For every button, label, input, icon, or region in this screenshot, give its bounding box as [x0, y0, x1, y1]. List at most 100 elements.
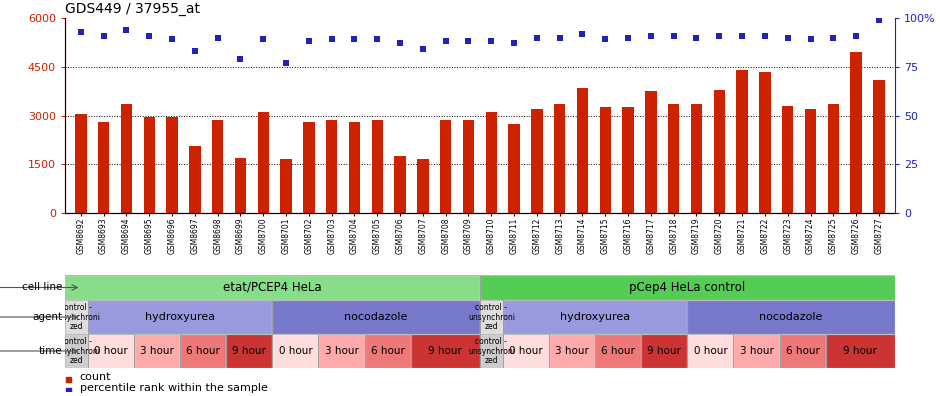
- Point: [849, 32, 864, 39]
- Point: [73, 29, 88, 35]
- Bar: [827, 104, 839, 213]
- Bar: [258, 112, 269, 213]
- Bar: [98, 122, 109, 213]
- Bar: [371, 120, 383, 213]
- Point: [507, 40, 522, 46]
- Bar: [641, 334, 687, 368]
- Bar: [480, 300, 503, 334]
- Bar: [303, 122, 315, 213]
- Bar: [65, 300, 88, 334]
- Bar: [189, 147, 200, 213]
- Point: [118, 27, 133, 33]
- Bar: [687, 300, 895, 334]
- Bar: [66, 377, 70, 382]
- Text: 3 hour: 3 hour: [556, 346, 589, 356]
- Bar: [600, 107, 611, 213]
- Text: control -
unsynchroni
zed: control - unsynchroni zed: [468, 303, 515, 331]
- Point: [187, 48, 202, 54]
- Text: 9 hour: 9 hour: [648, 346, 682, 356]
- Bar: [779, 334, 825, 368]
- Text: 0 hour: 0 hour: [278, 346, 312, 356]
- Point: [324, 36, 339, 43]
- Bar: [595, 334, 641, 368]
- Bar: [733, 334, 779, 368]
- Point: [461, 38, 476, 45]
- Text: 6 hour: 6 hour: [602, 346, 635, 356]
- Bar: [687, 300, 895, 334]
- Bar: [417, 159, 429, 213]
- Text: 0 hour: 0 hour: [94, 346, 128, 356]
- Bar: [825, 334, 895, 368]
- Bar: [180, 334, 227, 368]
- Point: [438, 38, 453, 45]
- Point: [871, 17, 886, 23]
- Bar: [75, 114, 86, 213]
- Text: nocodazole: nocodazole: [344, 312, 408, 322]
- Point: [758, 32, 773, 39]
- Bar: [134, 334, 180, 368]
- Text: hydroxyurea: hydroxyurea: [145, 312, 215, 322]
- Bar: [873, 80, 885, 213]
- Point: [369, 36, 384, 43]
- Point: [575, 30, 590, 37]
- Bar: [733, 334, 779, 368]
- Point: [164, 36, 180, 43]
- Point: [211, 34, 226, 41]
- Bar: [645, 91, 657, 213]
- Bar: [144, 117, 155, 213]
- Point: [803, 36, 818, 43]
- Bar: [760, 72, 771, 213]
- Bar: [273, 300, 480, 334]
- Point: [142, 32, 157, 39]
- Text: 3 hour: 3 hour: [740, 346, 774, 356]
- Bar: [227, 334, 273, 368]
- Point: [826, 34, 841, 41]
- Bar: [65, 275, 480, 300]
- Text: 9 hour: 9 hour: [232, 346, 266, 356]
- Bar: [319, 334, 365, 368]
- Bar: [273, 300, 480, 334]
- Bar: [825, 334, 895, 368]
- Bar: [88, 300, 273, 334]
- Point: [598, 36, 613, 43]
- Point: [666, 32, 681, 39]
- Bar: [180, 334, 227, 368]
- Bar: [549, 334, 595, 368]
- Bar: [480, 300, 503, 334]
- Point: [393, 40, 408, 46]
- Bar: [120, 104, 133, 213]
- Bar: [851, 52, 862, 213]
- Bar: [503, 300, 687, 334]
- Bar: [622, 107, 634, 213]
- Point: [415, 46, 431, 52]
- Text: etat/PCEP4 HeLa: etat/PCEP4 HeLa: [223, 281, 321, 294]
- Bar: [134, 334, 180, 368]
- Bar: [280, 159, 291, 213]
- Bar: [411, 334, 480, 368]
- Bar: [349, 122, 360, 213]
- Text: 6 hour: 6 hour: [370, 346, 404, 356]
- Text: 0 hour: 0 hour: [509, 346, 543, 356]
- Text: hydroxyurea: hydroxyurea: [560, 312, 630, 322]
- Text: agent: agent: [32, 312, 62, 322]
- Bar: [88, 300, 273, 334]
- Point: [734, 32, 749, 39]
- Text: control -
unsynchroni
zed: control - unsynchroni zed: [468, 337, 515, 365]
- Bar: [805, 109, 816, 213]
- Bar: [480, 334, 503, 368]
- Bar: [88, 334, 134, 368]
- Bar: [486, 112, 497, 213]
- Point: [552, 34, 567, 41]
- Text: 6 hour: 6 hour: [786, 346, 820, 356]
- Bar: [235, 158, 246, 213]
- Text: 9 hour: 9 hour: [843, 346, 877, 356]
- Bar: [687, 334, 733, 368]
- Point: [347, 36, 362, 43]
- Point: [780, 34, 795, 41]
- Bar: [549, 334, 595, 368]
- Text: 9 hour: 9 hour: [429, 346, 462, 356]
- Bar: [65, 334, 88, 368]
- Bar: [88, 334, 134, 368]
- Bar: [66, 388, 70, 393]
- Point: [712, 32, 727, 39]
